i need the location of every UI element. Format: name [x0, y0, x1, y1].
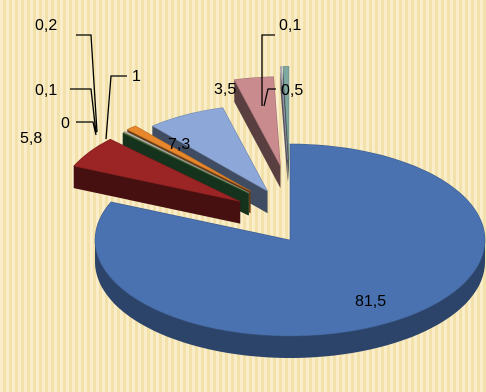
- data-label-3-5: 3,5: [214, 81, 236, 98]
- data-label-1: 1: [132, 68, 141, 85]
- leader-line-0-1-right: [261, 34, 275, 106]
- slice-wall-1-0: [73, 166, 241, 224]
- data-label-0: 0: [61, 115, 70, 132]
- data-label-0-2: 0,2: [35, 17, 57, 34]
- slice-top-4: [123, 131, 250, 194]
- data-label-0-1-right: 0,1: [279, 17, 301, 34]
- data-label-81-5: 81,5: [355, 293, 386, 310]
- slice-wall-7-0: [234, 79, 281, 189]
- data-label-5-8: 5,8: [20, 130, 42, 147]
- slice-tops: [73, 66, 486, 337]
- slice-top-8: [280, 66, 288, 160]
- slice-outer-wall-0-0: [95, 240, 485, 358]
- leader-line-0-5: [263, 88, 276, 107]
- leader-lines: [70, 34, 276, 140]
- data-labels: 0,2 0,1 1 0 5,8 7,3 3,5 0,1 0,5 81,5: [20, 17, 386, 310]
- slice-top-2: [122, 132, 249, 194]
- leader-line-0: [76, 121, 97, 136]
- data-label-0-1-left: 0,1: [35, 82, 57, 99]
- slice-top-5: [126, 125, 251, 192]
- data-label-0-5: 0,5: [281, 82, 303, 99]
- slice-top-7: [233, 76, 281, 167]
- leader-line-0-1-left: [70, 88, 97, 134]
- slice-top-1: [73, 138, 241, 202]
- data-label-7-3: 7,3: [168, 136, 190, 153]
- slice-top-0: [94, 143, 486, 337]
- leader-line-1: [105, 75, 127, 140]
- slice-top-6: [151, 107, 269, 192]
- leader-line-0-2: [76, 34, 98, 133]
- slice-top-9: [282, 66, 290, 160]
